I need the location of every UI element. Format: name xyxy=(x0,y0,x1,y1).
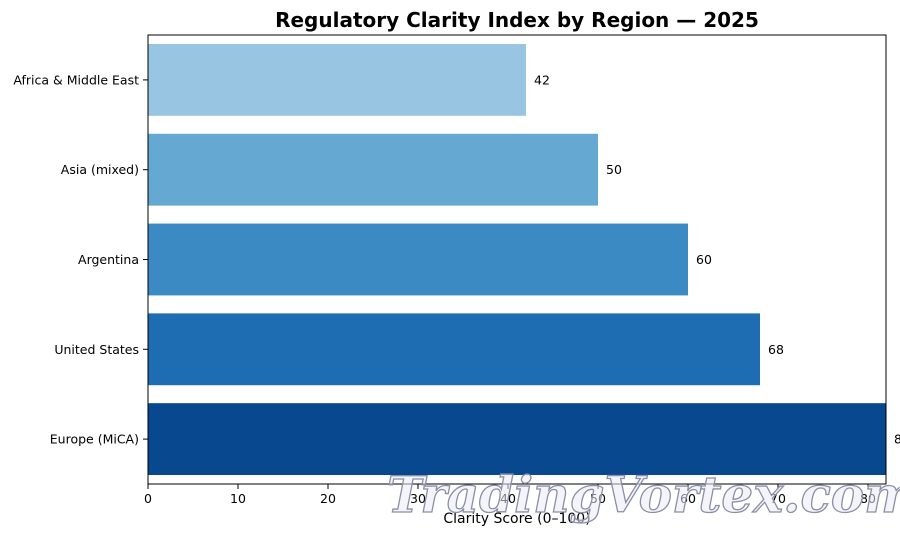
bar xyxy=(148,403,886,476)
plot-frame xyxy=(147,34,887,485)
data-label: 68 xyxy=(768,342,784,357)
x-axis-label: Clarity Score (0–100) xyxy=(443,511,590,527)
watermark-text: TradingVortex.com xyxy=(387,465,900,524)
x-tick-label: 40 xyxy=(500,491,516,506)
chart-title: Regulatory Clarity Index by Region — 202… xyxy=(275,8,759,32)
data-label: 82 xyxy=(894,432,900,447)
y-tick-label: United States xyxy=(54,342,139,357)
y-tick-label: Asia (mixed) xyxy=(61,162,139,177)
x-tick-label: 70 xyxy=(770,491,786,506)
bar xyxy=(148,223,688,296)
y-tick-label: Argentina xyxy=(78,252,139,267)
y-tick-label: Europe (MiCA) xyxy=(50,432,139,447)
data-label: 50 xyxy=(606,162,622,177)
x-tick-label: 10 xyxy=(230,491,246,506)
y-tick-label: Africa & Middle East xyxy=(13,72,139,87)
bar xyxy=(148,133,598,206)
bar xyxy=(148,313,760,386)
plot-area: 82 Europe (MiCA) 68 United States 60 Argentin… xyxy=(13,34,900,506)
bar xyxy=(148,43,526,116)
x-tick-label: 20 xyxy=(320,491,336,506)
data-label: 42 xyxy=(534,72,550,87)
x-tick-label: 80 xyxy=(860,491,876,506)
data-label: 60 xyxy=(696,252,712,267)
x-tick-label: 30 xyxy=(410,491,426,506)
x-tick-label: 60 xyxy=(680,491,696,506)
x-tick-label: 50 xyxy=(590,491,606,506)
x-tick-label: 0 xyxy=(144,491,152,506)
